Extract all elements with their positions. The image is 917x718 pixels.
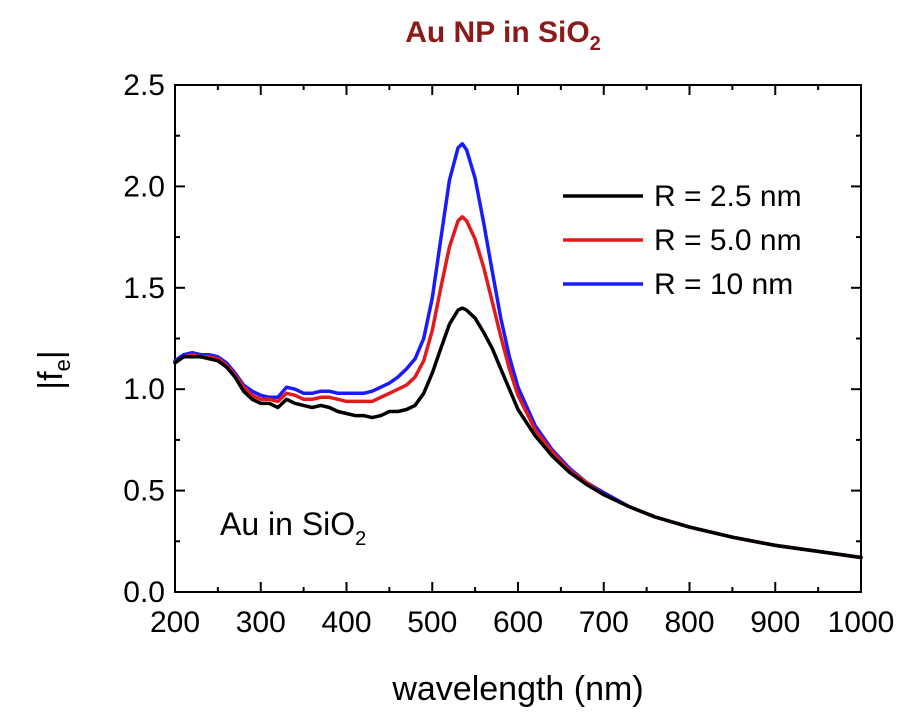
y-tick-label: 0.0	[123, 576, 165, 609]
x-tick-label: 600	[493, 606, 543, 639]
x-tick-label: 900	[750, 606, 800, 639]
annotation-main: Au in SiO	[220, 506, 355, 542]
chart-title: Au NP in SiO2	[405, 16, 601, 55]
y-axis-label-subscript: e	[50, 359, 75, 371]
x-tick-label: 300	[236, 606, 286, 639]
ticks-layer: 200 300 400 500 600 700 800 900 1000 0.0 0.5 1.0 1.5…	[123, 69, 894, 639]
chart-title-subscript: 2	[590, 33, 601, 55]
legend-label-r-5-0: R = 5.0 nm	[654, 224, 802, 257]
legend: R = 2.5 nm R = 5.0 nm R = 10 nm	[563, 180, 802, 301]
series-layer	[173, 142, 863, 560]
x-tick-label: 500	[407, 606, 457, 639]
legend-label-r-10: R = 10 nm	[654, 268, 793, 301]
x-tick-label: 700	[579, 606, 629, 639]
y-axis-label-main: |f	[32, 371, 70, 390]
y-tick-label: 2.0	[123, 170, 165, 203]
annotation: Au in SiO2	[220, 506, 366, 550]
x-axis-label: wavelength (nm)	[391, 670, 643, 708]
y-axis-label-suffix: |	[32, 350, 70, 359]
x-tick-label: 200	[150, 606, 200, 639]
y-tick-label: 1.0	[123, 373, 165, 406]
y-axis-label: |fe|	[32, 350, 75, 389]
y-tick-label: 0.5	[123, 475, 165, 508]
y-tick-label: 1.5	[123, 272, 165, 305]
annotation-subscript: 2	[355, 528, 366, 550]
x-tick-label: 1000	[828, 606, 895, 639]
x-tick-label: 800	[664, 606, 714, 639]
x-tick-label: 400	[321, 606, 371, 639]
legend-label-r-2-5: R = 2.5 nm	[654, 180, 802, 213]
chart-title-main: Au NP in SiO	[405, 16, 589, 49]
series-line-r-2-5	[173, 306, 863, 560]
y-tick-label: 2.5	[123, 69, 165, 102]
